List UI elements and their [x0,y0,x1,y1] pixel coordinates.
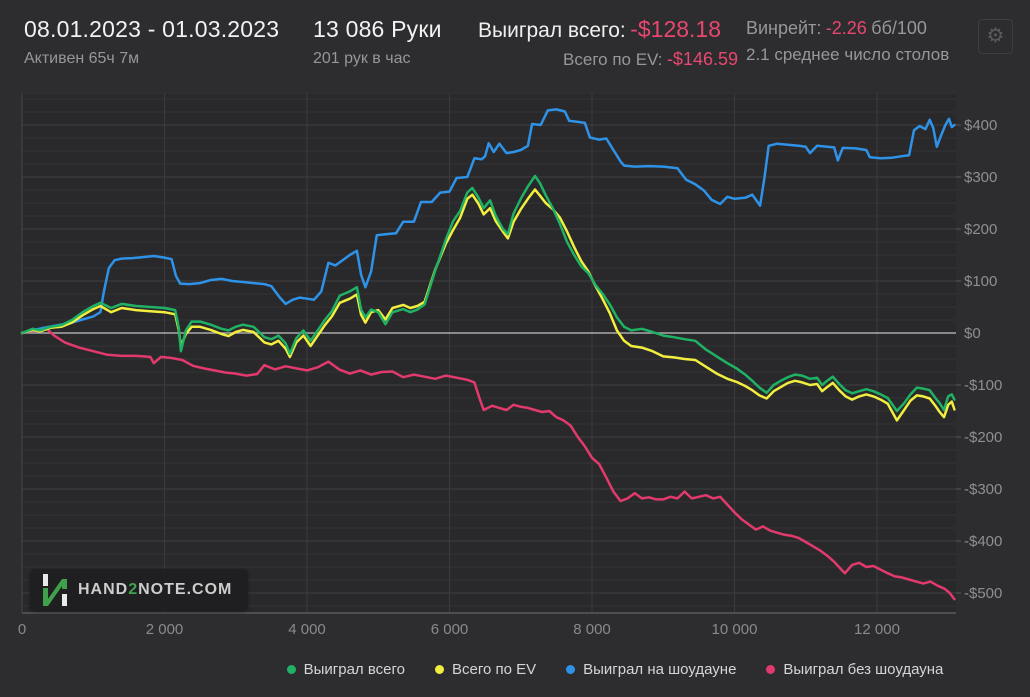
hand2note-logo-text: HAND2NOTE.COM [78,581,233,598]
winrate-unit: бб/100 [871,18,927,38]
winrate-value: -2.26 [825,18,867,38]
winnings-graph: $400 $300 $200 $100 $0 -$100 -$200 -$300 -$400 -$… [0,88,1030,648]
legend-item-ev-total[interactable]: Всего по EV [434,661,537,678]
won-total-value: -$128.18 [630,16,722,42]
svg-text:6 000: 6 000 [431,621,469,638]
ev-total-label: Всего по EV: [563,50,663,69]
chart-legend: Выиграл всего Всего по EV Выиграл на шоу… [200,661,1030,678]
hands-per-hour: 201 рук в час [313,50,411,67]
svg-text:-$100: -$100 [964,377,1002,394]
svg-text:8 000: 8 000 [573,621,611,638]
hand2note-logo: HAND2NOTE.COM [30,569,249,611]
date-range: 08.01.2023 - 01.03.2023 [24,16,280,42]
svg-text:-$400: -$400 [964,533,1002,550]
avg-tables: 2.1 среднее число столов [746,45,950,64]
svg-text:$0: $0 [964,325,981,342]
gear-icon: ⚙ [986,25,1005,47]
svg-text:-$500: -$500 [964,585,1002,602]
date-range-block: 08.01.2023 - 01.03.2023 Активен 65ч 7м [24,16,279,68]
legend-item-won-total[interactable]: Выиграл всего [286,661,405,678]
svg-text:10 000: 10 000 [712,621,758,638]
legend-item-non-showdown[interactable]: Выиграл без шоудауна [766,661,943,678]
svg-text:$300: $300 [964,169,997,186]
won-total-label: Выиграл всего: [478,19,626,42]
legend-dot-green [286,665,296,674]
ev-total-value: -$146.59 [666,49,738,69]
hands-block: 13 086 Руки 201 рук в час [313,16,442,68]
legend-label: Выиграл без шоудауна [783,661,944,678]
hands-count: 13 086 Руки [313,16,442,42]
svg-text:$100: $100 [964,273,997,290]
svg-text:2 000: 2 000 [146,621,184,638]
svg-text:4 000: 4 000 [288,621,326,638]
won-total-block: Выиграл всего: -$128.18 Всего по EV: -$1… [478,16,738,70]
legend-label: Выиграл всего [303,661,405,678]
svg-text:$200: $200 [964,221,997,238]
active-time: Активен 65ч 7м [24,50,140,67]
svg-text:$400: $400 [964,117,997,134]
legend-dot-pink [766,665,776,674]
winrate-block: Винрейт: -2.26 бб/100 2.1 среднее число … [746,18,949,65]
settings-button[interactable]: ⚙ [978,19,1013,54]
winnings-graph-canvas: $400 $300 $200 $100 $0 -$100 -$200 -$300 -$400 -$… [18,92,1002,638]
winrate-label: Винрейт: [746,18,822,38]
hand2note-logo-icon [43,574,67,606]
svg-text:0: 0 [18,621,26,638]
legend-dot-blue [566,665,576,674]
svg-text:-$300: -$300 [964,481,1002,498]
legend-label: Всего по EV [451,661,537,678]
legend-item-showdown[interactable]: Выиграл на шоудауне [566,661,736,678]
legend-label: Выиграл на шоудауне [583,661,737,678]
svg-text:-$200: -$200 [964,429,1002,446]
svg-text:12 000: 12 000 [854,621,900,638]
legend-dot-yellow [434,665,444,674]
